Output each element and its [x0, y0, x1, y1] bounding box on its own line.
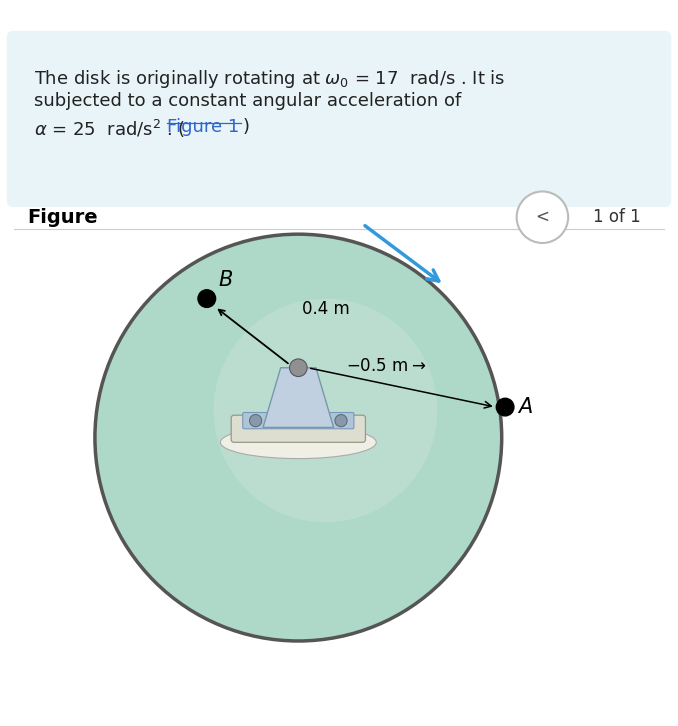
Text: ): ) — [243, 118, 250, 136]
Text: 1 of 1: 1 of 1 — [593, 208, 641, 227]
Circle shape — [335, 415, 347, 427]
Text: Figure 1: Figure 1 — [167, 118, 240, 136]
Circle shape — [214, 298, 437, 522]
FancyBboxPatch shape — [243, 412, 354, 429]
Text: The disk is originally rotating at $\omega_0$ = 17  rad/s . It is: The disk is originally rotating at $\ome… — [34, 68, 505, 90]
Circle shape — [496, 399, 514, 416]
Polygon shape — [263, 368, 334, 428]
Text: Figure: Figure — [27, 208, 98, 227]
FancyBboxPatch shape — [231, 415, 365, 442]
Circle shape — [517, 192, 568, 243]
Text: subjected to a constant angular acceleration of: subjected to a constant angular accelera… — [34, 91, 461, 110]
Text: 0.4 m: 0.4 m — [302, 300, 349, 318]
Text: $-$0.5 m$\rightarrow$: $-$0.5 m$\rightarrow$ — [346, 357, 426, 375]
Text: $\alpha$ = 25  rad/s$^2$ . (: $\alpha$ = 25 rad/s$^2$ . ( — [34, 118, 185, 139]
Circle shape — [290, 359, 307, 377]
Text: $B$: $B$ — [218, 270, 233, 290]
Circle shape — [198, 290, 216, 307]
Ellipse shape — [220, 426, 376, 459]
Text: $A$: $A$ — [517, 397, 534, 417]
Text: <: < — [536, 208, 549, 227]
FancyBboxPatch shape — [7, 30, 671, 207]
Circle shape — [250, 415, 262, 427]
Circle shape — [95, 234, 502, 641]
